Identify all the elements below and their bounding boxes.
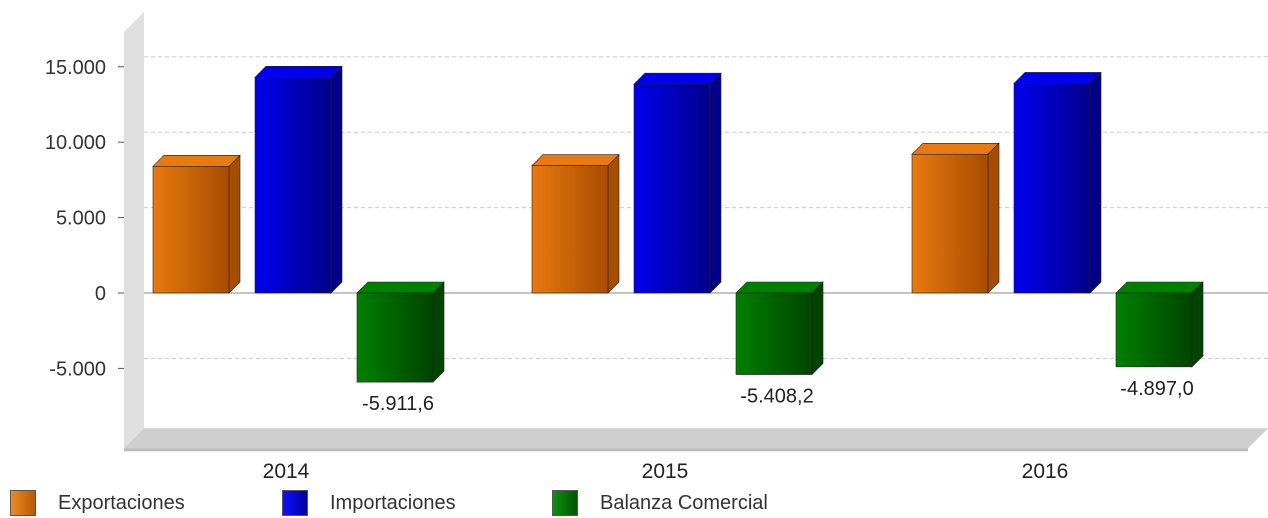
bar-top — [633, 72, 722, 85]
y-tick-label: -5.000 — [49, 358, 106, 380]
bar-2014-importaciones — [254, 65, 343, 294]
bar-2015-balanza-comercial — [735, 281, 824, 376]
bar-top — [152, 155, 241, 167]
data-label: -5.408,2 — [740, 386, 813, 408]
bar-front — [1013, 83, 1091, 294]
legend-item-importaciones[interactable]: Importaciones — [282, 490, 456, 516]
bar-top — [356, 281, 445, 294]
legend-item-exportaciones[interactable]: Exportaciones — [10, 490, 185, 516]
bar-top — [735, 281, 824, 294]
chart-frame — [124, 12, 1268, 452]
legend-label: Balanza Comercial — [600, 491, 768, 514]
data-label: -4.897,0 — [1120, 378, 1193, 400]
bar-2016-importaciones — [1013, 71, 1102, 294]
legend-swatch-exportaciones — [10, 490, 36, 516]
data-label: -5.911,6 — [362, 393, 434, 415]
bar-top — [1115, 281, 1204, 294]
bar-2016-balanza-comercial — [1115, 281, 1204, 368]
bar-front — [735, 292, 813, 375]
x-axis: 2014 2015 2016 — [263, 460, 1069, 483]
bars — [152, 65, 1204, 383]
bar-2015-exportaciones — [531, 153, 620, 294]
bar-2014-exportaciones — [152, 154, 241, 294]
bar-front — [911, 153, 989, 294]
legend: Exportaciones Importaciones Balanza Come… — [0, 486, 1268, 518]
bar-side — [709, 72, 722, 294]
bar-2015-importaciones — [633, 72, 722, 294]
x-tick-label: 2016 — [1022, 460, 1069, 483]
bar-side — [1089, 71, 1102, 294]
x-tick-label: 2014 — [263, 460, 310, 483]
bar-chart: 15.000 10.000 5.000 0 -5.000 -5.911,6 -5.408,… — [45, 12, 1268, 483]
bar-front — [531, 165, 609, 294]
bar-front — [633, 83, 711, 294]
bar-side — [987, 142, 1000, 294]
legend-item-balanza-comercial[interactable]: Balanza Comercial — [552, 490, 768, 516]
legend-swatch-balanza-comercial — [552, 490, 578, 516]
bar-top — [911, 142, 1000, 155]
y-tick-label: 10.000 — [45, 132, 106, 154]
bar-side — [811, 281, 824, 376]
bar-2016-exportaciones — [911, 142, 1000, 294]
bar-top — [1013, 72, 1102, 84]
legend-label: Importaciones — [330, 491, 456, 514]
bar-side — [607, 153, 620, 294]
bar-front — [1115, 292, 1193, 368]
bar-side — [432, 281, 445, 383]
bar-2014-balanza-comercial — [356, 281, 445, 383]
bar-top — [531, 154, 620, 166]
y-axis: 15.000 10.000 5.000 0 -5.000 — [45, 57, 124, 380]
y-tick-label: 15.000 — [45, 57, 106, 79]
bar-side — [1191, 281, 1204, 368]
bar-side — [228, 154, 241, 294]
floor-edge — [124, 448, 1248, 452]
floor — [124, 428, 1268, 449]
x-tick-label: 2015 — [642, 460, 689, 483]
bar-side — [330, 65, 343, 294]
legend-swatch-importaciones — [282, 490, 308, 516]
y-tick-label: 0 — [95, 283, 106, 305]
y-tick-label: 5.000 — [56, 208, 106, 230]
bar-top — [254, 66, 343, 78]
bar-front — [254, 77, 332, 294]
back-wall — [124, 12, 144, 449]
bar-front — [356, 292, 434, 383]
bar-front — [152, 166, 230, 294]
legend-label: Exportaciones — [58, 491, 185, 514]
data-labels: -5.911,6 -5.408,2 -4.897,0 — [362, 378, 1194, 415]
